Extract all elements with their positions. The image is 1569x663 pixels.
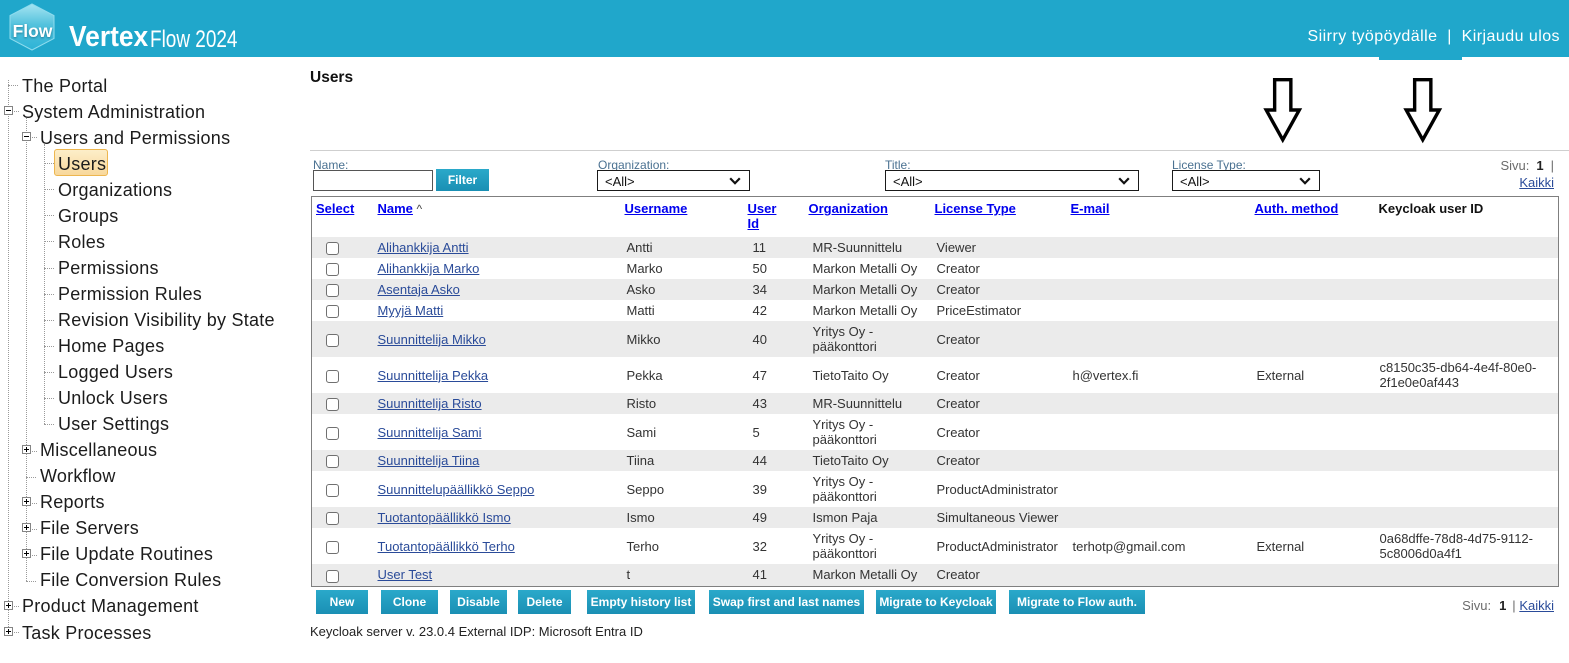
svg-text:Flow: Flow [13, 21, 53, 41]
